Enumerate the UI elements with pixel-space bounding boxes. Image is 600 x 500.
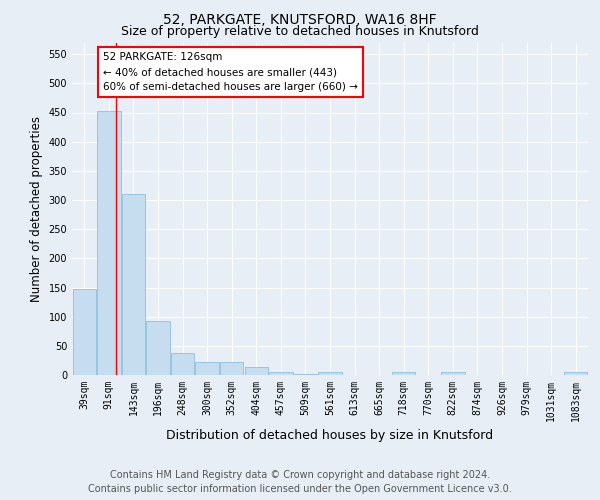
Bar	[294, 374, 317, 375]
Bar	[220, 362, 244, 375]
Bar	[196, 362, 219, 375]
Bar	[171, 353, 194, 375]
Bar	[392, 372, 415, 375]
Bar	[269, 372, 293, 375]
X-axis label: Distribution of detached houses by size in Knutsford: Distribution of detached houses by size …	[166, 430, 494, 442]
Text: Contains HM Land Registry data © Crown copyright and database right 2024.
Contai: Contains HM Land Registry data © Crown c…	[88, 470, 512, 494]
Bar	[245, 367, 268, 375]
Bar	[97, 111, 121, 375]
Bar	[564, 372, 587, 375]
Bar	[146, 321, 170, 375]
Text: Size of property relative to detached houses in Knutsford: Size of property relative to detached ho…	[121, 25, 479, 38]
Bar	[441, 372, 464, 375]
Bar	[122, 194, 145, 375]
Bar	[319, 372, 341, 375]
Text: 52 PARKGATE: 126sqm
← 40% of detached houses are smaller (443)
60% of semi-detac: 52 PARKGATE: 126sqm ← 40% of detached ho…	[103, 52, 358, 92]
Y-axis label: Number of detached properties: Number of detached properties	[30, 116, 43, 302]
Text: 52, PARKGATE, KNUTSFORD, WA16 8HF: 52, PARKGATE, KNUTSFORD, WA16 8HF	[163, 12, 437, 26]
Bar	[73, 288, 96, 375]
